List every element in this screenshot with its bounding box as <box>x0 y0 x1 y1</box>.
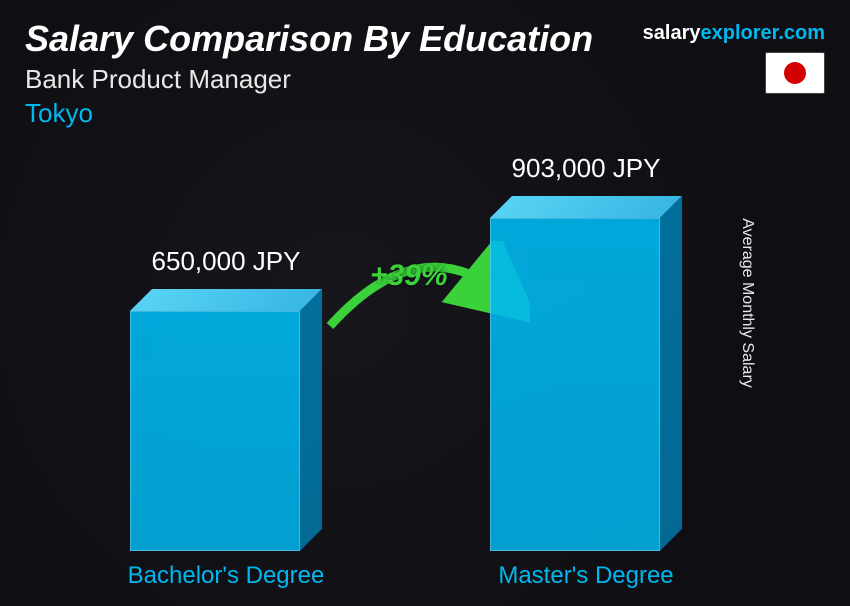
bar-value-1: 903,000 JPY <box>456 153 716 184</box>
bar-1 <box>490 218 660 551</box>
flag-circle <box>784 62 806 84</box>
increase-percent: +39% <box>370 259 448 293</box>
infographic-stage: Salary Comparison By Education Bank Prod… <box>0 0 850 606</box>
brand-suffix: explorer.com <box>700 22 825 44</box>
brand-prefix: salary <box>643 22 701 44</box>
bar-side-face <box>300 289 322 551</box>
job-title: Bank Product Manager <box>25 64 291 95</box>
bar-value-0: 650,000 JPY <box>96 246 356 277</box>
bar-front-face <box>130 311 300 551</box>
bar-front-face <box>490 218 660 551</box>
bar-top-face <box>490 196 682 218</box>
page-title: Salary Comparison By Education <box>25 18 593 60</box>
bar-label-0: Bachelor's Degree <box>96 562 356 590</box>
salary-bar-chart: +39% 650,000 JPY 903,000 JPY <box>0 121 850 551</box>
brand-logo: salaryexplorer.com <box>643 22 825 45</box>
bar-side-face <box>660 196 682 551</box>
bar-0 <box>130 311 300 551</box>
japan-flag-icon <box>765 52 825 94</box>
bar-top-face <box>130 289 322 311</box>
bar-label-1: Master's Degree <box>456 562 716 590</box>
